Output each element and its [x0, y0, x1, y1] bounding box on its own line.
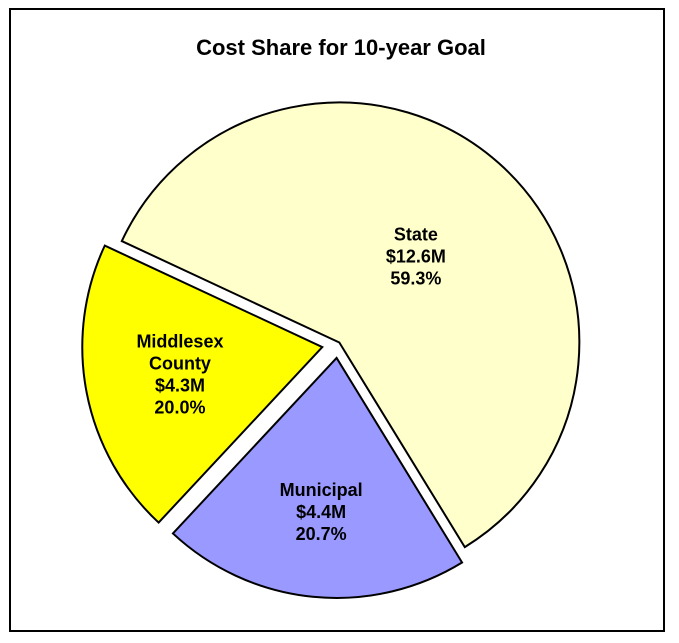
slice-label-state: State $12.6M 59.3%: [386, 225, 446, 289]
slice-label-middlesex-county: Middlesex County $4.3M 20.0%: [136, 332, 223, 418]
slice-label-line: 59.3%: [390, 269, 441, 289]
slice-label-municipal: Municipal $4.4M 20.7%: [280, 480, 363, 544]
slice-label-line: 20.7%: [296, 524, 347, 544]
chart-title: Cost Share for 10-year Goal: [196, 35, 486, 60]
slice-label-line: 20.0%: [154, 398, 205, 418]
pie-slice-state: [120, 101, 581, 549]
slice-label-line: County: [149, 354, 211, 374]
slice-label-line: $4.3M: [155, 376, 205, 396]
pie-slice-middlesex-county: [81, 244, 324, 524]
slice-label-line: Municipal: [280, 480, 363, 500]
slice-label-line: Middlesex: [136, 332, 223, 352]
slice-label-line: $12.6M: [386, 247, 446, 267]
pie-slice-municipal: [171, 356, 464, 599]
slice-label-line: State: [394, 225, 438, 245]
pie-slices: [81, 101, 581, 599]
slice-label-line: $4.4M: [296, 502, 346, 522]
pie-labels: State $12.6M 59.3% Municipal $4.4M 20.7% Middl…: [136, 225, 445, 544]
